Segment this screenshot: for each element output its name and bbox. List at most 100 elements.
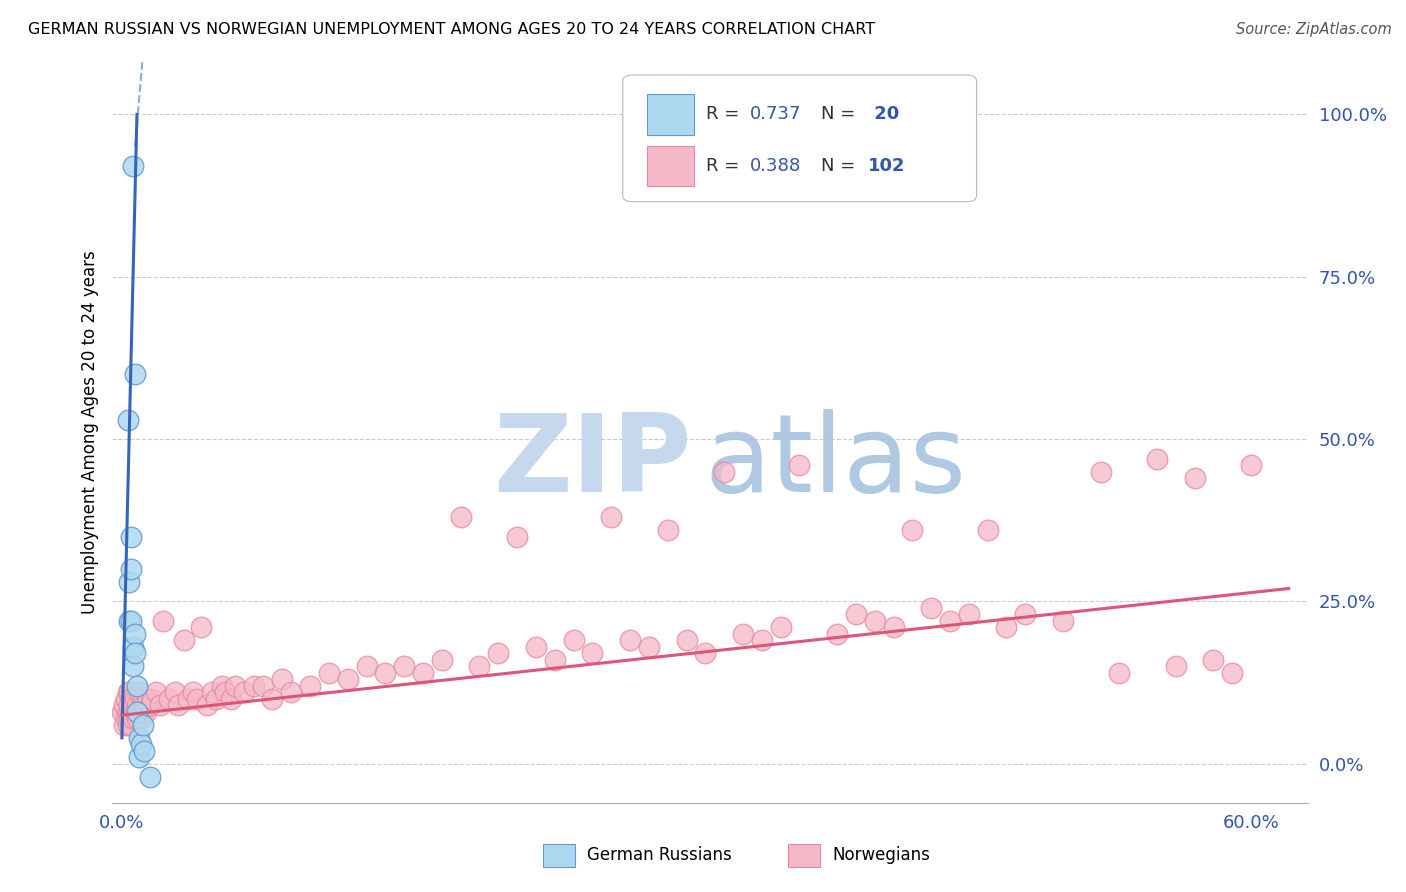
- Point: [600, 510, 623, 524]
- Point: [976, 523, 998, 537]
- Point: [120, 718, 142, 732]
- Text: 20: 20: [868, 105, 898, 123]
- Point: [124, 627, 146, 641]
- Point: [136, 692, 159, 706]
- Point: [450, 510, 472, 524]
- Point: [117, 412, 139, 426]
- Point: [190, 620, 212, 634]
- Point: [131, 705, 153, 719]
- Point: [1240, 458, 1263, 472]
- Point: [129, 698, 152, 713]
- Point: [392, 659, 415, 673]
- Point: [114, 692, 136, 706]
- Point: [114, 711, 136, 725]
- Point: [118, 685, 141, 699]
- Point: [128, 750, 150, 764]
- Point: [117, 685, 139, 699]
- Point: [901, 523, 924, 537]
- Point: [214, 685, 236, 699]
- Point: [125, 679, 148, 693]
- Point: [1184, 471, 1206, 485]
- Point: [731, 627, 754, 641]
- Point: [131, 692, 153, 706]
- Point: [205, 692, 228, 706]
- Point: [111, 705, 134, 719]
- Point: [252, 679, 274, 693]
- Point: [637, 640, 659, 654]
- Point: [657, 523, 679, 537]
- Point: [318, 665, 340, 680]
- Point: [1090, 465, 1112, 479]
- Point: [242, 679, 264, 693]
- Point: [1164, 659, 1187, 673]
- Point: [562, 633, 585, 648]
- Point: [141, 692, 163, 706]
- Point: [128, 705, 150, 719]
- Point: [695, 647, 717, 661]
- Point: [124, 692, 146, 706]
- Text: GERMAN RUSSIAN VS NORWEGIAN UNEMPLOYMENT AMONG AGES 20 TO 24 YEARS CORRELATION C: GERMAN RUSSIAN VS NORWEGIAN UNEMPLOYMENT…: [28, 22, 876, 37]
- Point: [1220, 665, 1243, 680]
- Point: [148, 698, 170, 713]
- Point: [374, 665, 396, 680]
- Bar: [543, 844, 575, 867]
- Point: [167, 698, 190, 713]
- Point: [920, 601, 942, 615]
- Point: [117, 718, 139, 732]
- Point: [177, 692, 200, 706]
- Point: [120, 692, 142, 706]
- Point: [120, 562, 142, 576]
- Point: [486, 647, 509, 661]
- Point: [336, 673, 359, 687]
- Point: [1014, 607, 1036, 622]
- Text: 102: 102: [868, 157, 905, 175]
- Point: [769, 620, 792, 634]
- Point: [619, 633, 641, 648]
- Point: [186, 692, 208, 706]
- Point: [152, 614, 174, 628]
- Point: [825, 627, 848, 641]
- Point: [118, 711, 141, 725]
- Point: [845, 607, 868, 622]
- Point: [183, 685, 205, 699]
- Point: [122, 640, 145, 654]
- Point: [430, 653, 453, 667]
- Bar: [647, 145, 695, 186]
- Point: [124, 647, 146, 661]
- Text: R =: R =: [706, 105, 745, 123]
- Point: [524, 640, 547, 654]
- Point: [120, 614, 142, 628]
- Point: [125, 711, 148, 725]
- Text: N =: N =: [821, 105, 860, 123]
- Point: [1202, 653, 1225, 667]
- Point: [112, 698, 135, 713]
- Point: [120, 705, 142, 719]
- Point: [280, 685, 302, 699]
- Point: [675, 633, 697, 648]
- Point: [157, 692, 180, 706]
- Point: [789, 458, 811, 472]
- Point: [124, 367, 146, 381]
- Point: [118, 574, 141, 589]
- Point: [751, 633, 773, 648]
- Point: [134, 698, 156, 713]
- Point: [122, 659, 145, 673]
- Point: [124, 705, 146, 719]
- Point: [233, 685, 256, 699]
- Point: [129, 711, 152, 725]
- Point: [939, 614, 962, 628]
- Point: [139, 770, 162, 784]
- Point: [506, 529, 529, 543]
- Text: ZIP: ZIP: [494, 409, 692, 516]
- Point: [1146, 451, 1168, 466]
- Point: [1108, 665, 1130, 680]
- Point: [131, 718, 153, 732]
- Point: [544, 653, 567, 667]
- Text: R =: R =: [706, 157, 745, 175]
- Point: [468, 659, 491, 673]
- Point: [139, 698, 162, 713]
- Point: [957, 607, 980, 622]
- Point: [135, 705, 157, 719]
- Bar: [647, 94, 695, 135]
- Point: [145, 685, 167, 699]
